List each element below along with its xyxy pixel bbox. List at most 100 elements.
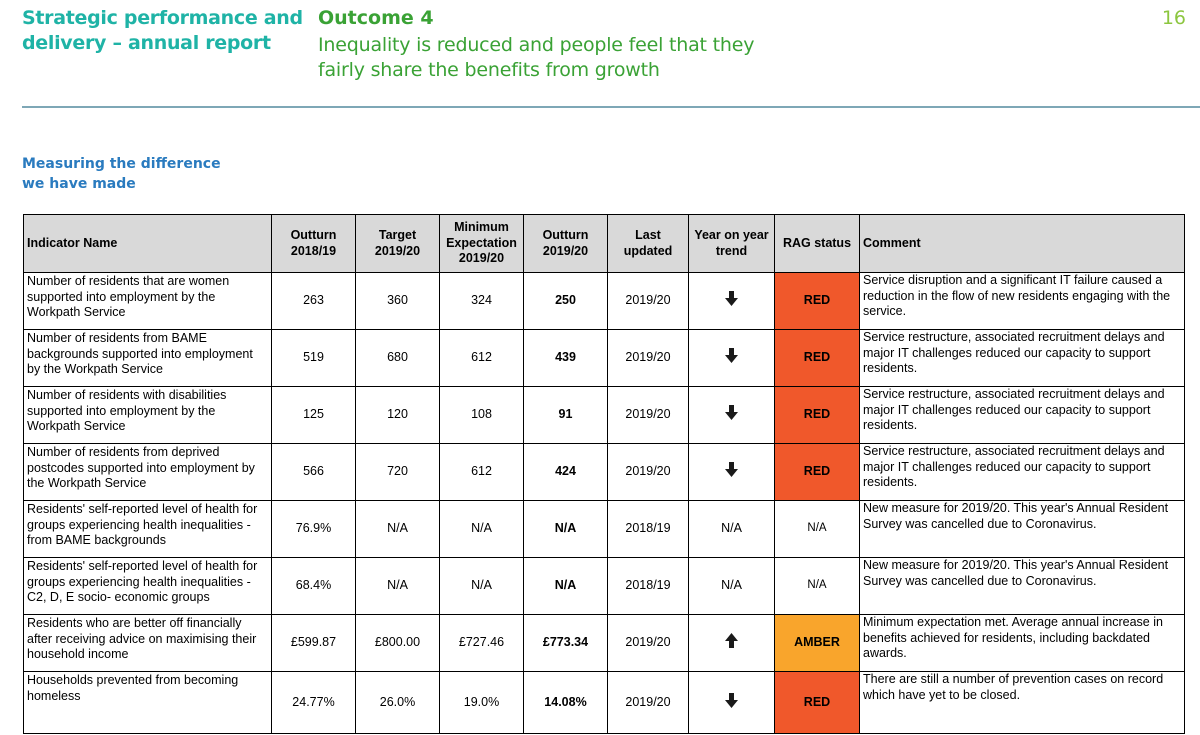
trend-label: N/A — [721, 521, 742, 536]
up-arrow-icon — [725, 633, 738, 653]
indicator-name-cell: Number of residents from deprived postco… — [23, 443, 272, 501]
minimum-expectation-cell: 324 — [439, 272, 524, 330]
target-2019-20-cell: 120 — [355, 386, 440, 444]
rag-status-badge: AMBER — [774, 614, 860, 672]
outturn-2018-19-cell: £599.87 — [271, 614, 356, 672]
comment-cell: Service restructure, associated recruitm… — [859, 443, 1185, 501]
target-2019-20-cell: N/A — [355, 557, 440, 615]
minimum-expectation-cell: 612 — [439, 443, 524, 501]
target-2019-20-cell: 360 — [355, 272, 440, 330]
header-target-2019-20: Target 2019/20 — [355, 214, 440, 273]
outturn-2019-20-cell: 439 — [523, 329, 608, 387]
trend-cell — [688, 614, 775, 672]
header-minimum-expectation: Minimum Expectation 2019/20 — [439, 214, 524, 273]
down-arrow-icon — [725, 405, 738, 425]
last-updated-cell: 2018/19 — [607, 500, 689, 558]
trend-cell — [688, 386, 775, 444]
outturn-2019-20-cell: N/A — [523, 557, 608, 615]
indicator-name-cell: Number of residents that are women suppo… — [23, 272, 272, 330]
table-header-row: Indicator Name Outturn 2018/19 Target 20… — [23, 214, 1185, 273]
comment-cell: Minimum expectation met. Average annual … — [859, 614, 1185, 672]
last-updated-cell: 2019/20 — [607, 614, 689, 672]
rag-status-badge: N/A — [774, 500, 860, 558]
minimum-expectation-cell: 612 — [439, 329, 524, 387]
target-2019-20-cell: 720 — [355, 443, 440, 501]
rag-status-badge: RED — [774, 671, 860, 734]
rag-status-badge: RED — [774, 272, 860, 330]
indicators-table: Indicator Name Outturn 2018/19 Target 20… — [23, 214, 1185, 734]
table-row: Residents who are better off financially… — [23, 614, 1185, 672]
trend-label: N/A — [721, 578, 742, 593]
minimum-expectation-cell: 19.0% — [439, 671, 524, 734]
comment-cell: Service restructure, associated recruitm… — [859, 386, 1185, 444]
minimum-expectation-cell: N/A — [439, 557, 524, 615]
minimum-expectation-cell: 108 — [439, 386, 524, 444]
report-title: Strategic performance and delivery – ann… — [22, 7, 303, 54]
last-updated-cell: 2019/20 — [607, 443, 689, 501]
last-updated-cell: 2019/20 — [607, 671, 689, 734]
header-divider — [22, 106, 1200, 108]
down-arrow-icon — [725, 692, 738, 713]
trend-cell: N/A — [688, 557, 775, 615]
trend-cell — [688, 272, 775, 330]
section-heading-line-1: Measuring the difference — [22, 156, 221, 172]
table-row: Residents' self-reported level of health… — [23, 500, 1185, 558]
outturn-2018-19-cell: 24.77% — [271, 671, 356, 734]
rag-status-badge: RED — [774, 443, 860, 501]
header-outturn-2019-20: Outturn 2019/20 — [523, 214, 608, 273]
outcome-label: Outcome 4 — [318, 7, 434, 29]
indicator-name-cell: Residents' self-reported level of health… — [23, 557, 272, 615]
down-arrow-icon — [725, 462, 738, 482]
outturn-2019-20-cell: 424 — [523, 443, 608, 501]
outcome-description: Inequality is reduced and people feel th… — [318, 34, 755, 81]
outturn-2018-19-cell: 125 — [271, 386, 356, 444]
indicator-name-cell: Residents who are better off financially… — [23, 614, 272, 672]
outturn-2019-20-cell: 250 — [523, 272, 608, 330]
last-updated-cell: 2019/20 — [607, 386, 689, 444]
indicator-name-cell: Residents' self-reported level of health… — [23, 500, 272, 558]
page-number: 16 — [1161, 7, 1186, 29]
trend-cell: N/A — [688, 500, 775, 558]
header-indicator-name: Indicator Name — [23, 214, 272, 273]
table-row: Residents' self-reported level of health… — [23, 557, 1185, 615]
outturn-2019-20-cell: N/A — [523, 500, 608, 558]
table-body: Number of residents that are women suppo… — [23, 272, 1185, 734]
comment-cell: New measure for 2019/20. This year's Ann… — [859, 557, 1185, 615]
comment-cell: There are still a number of prevention c… — [859, 671, 1185, 734]
table-row: Number of residents that are women suppo… — [23, 272, 1185, 330]
table-row: Number of residents with disabilities su… — [23, 386, 1185, 444]
down-arrow-icon — [725, 291, 738, 311]
rag-status-badge: RED — [774, 386, 860, 444]
last-updated-cell: 2019/20 — [607, 329, 689, 387]
header-outturn-2018-19: Outturn 2018/19 — [271, 214, 356, 273]
header-year-on-year-trend: Year on year trend — [688, 214, 775, 273]
outturn-2019-20-cell: £773.34 — [523, 614, 608, 672]
trend-cell — [688, 671, 775, 734]
target-2019-20-cell: 26.0% — [355, 671, 440, 734]
comment-cell: Service disruption and a significant IT … — [859, 272, 1185, 330]
outturn-2018-19-cell: 76.9% — [271, 500, 356, 558]
section-heading-line-2: we have made — [22, 176, 136, 192]
minimum-expectation-cell: £727.46 — [439, 614, 524, 672]
table-row: Households prevented from becoming homel… — [23, 671, 1185, 734]
outturn-2019-20-cell: 14.08% — [523, 671, 608, 734]
rag-status-badge: N/A — [774, 557, 860, 615]
table-row: Number of residents from BAME background… — [23, 329, 1185, 387]
outturn-2018-19-cell: 519 — [271, 329, 356, 387]
indicator-name-cell: Households prevented from becoming homel… — [23, 671, 272, 734]
target-2019-20-cell: N/A — [355, 500, 440, 558]
target-2019-20-cell: 680 — [355, 329, 440, 387]
minimum-expectation-cell: N/A — [439, 500, 524, 558]
comment-cell: New measure for 2019/20. This year's Ann… — [859, 500, 1185, 558]
last-updated-cell: 2019/20 — [607, 272, 689, 330]
trend-cell — [688, 443, 775, 501]
rag-status-badge: RED — [774, 329, 860, 387]
header-rag-status: RAG status — [774, 214, 860, 273]
section-heading: Measuring the difference we have made — [22, 154, 282, 194]
target-2019-20-cell: £800.00 — [355, 614, 440, 672]
outturn-2018-19-cell: 566 — [271, 443, 356, 501]
last-updated-cell: 2018/19 — [607, 557, 689, 615]
down-arrow-icon — [725, 348, 738, 368]
header-comment: Comment — [859, 214, 1185, 273]
indicator-name-cell: Number of residents with disabilities su… — [23, 386, 272, 444]
